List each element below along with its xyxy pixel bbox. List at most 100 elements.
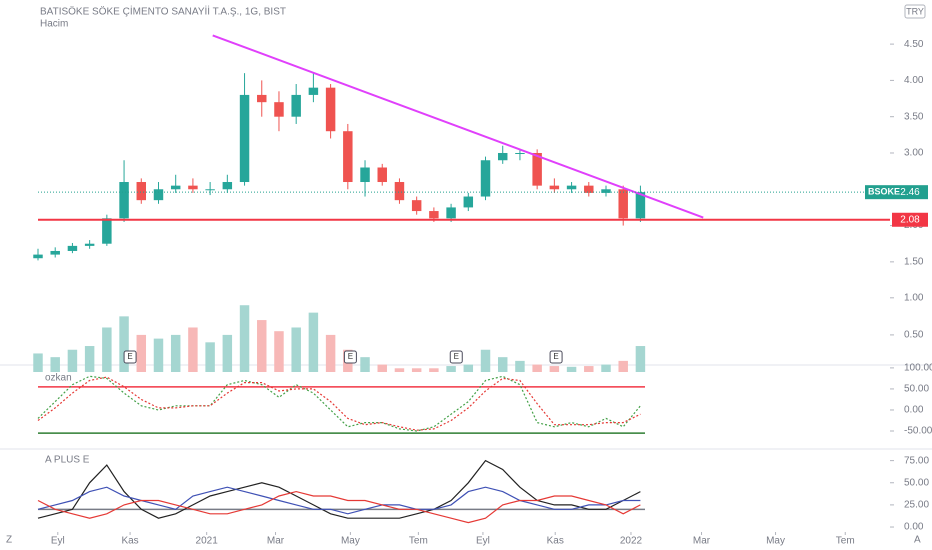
event-marker[interactable] [343,350,357,364]
candle-body [33,254,43,259]
y-tick-label: 4.50 [904,39,924,50]
currency: TRY [906,6,924,16]
volume-bar [170,334,181,372]
candle-body [343,131,353,183]
volume-bar [515,360,525,372]
volume-bar [102,327,112,372]
candle-body [635,192,646,219]
candle-body [394,182,405,201]
volume-title: Hacim [40,19,68,30]
x-tick-label: Kas [121,536,138,547]
volume-bar [119,316,129,372]
event-marker[interactable] [449,350,463,364]
candle-body [119,182,129,219]
candle-body [411,200,422,212]
candle-body [360,167,370,183]
candle-body [429,211,439,219]
y-tick-label: 25.00 [904,500,929,511]
volume-bar [50,357,60,372]
y-tick-label: 100.00 [904,363,932,374]
candle-body [497,152,508,161]
candle-body [446,207,456,219]
candle-body [274,102,284,117]
candle-body [601,189,611,193]
x-tick-label: Kas [547,536,564,547]
volume-bar [411,368,422,372]
volume-bar [446,366,456,372]
x-tick-label: Tem [409,536,428,547]
volume-bar [584,366,594,372]
y-tick-label: 50.00 [904,384,929,395]
symbol-label: BSOKE [868,187,900,197]
x-tick-label: Mar [267,536,285,547]
candle-body [50,250,60,255]
candle-body [584,185,594,193]
volume-bar [377,364,387,372]
event-label: E [454,352,459,361]
volume-bar [463,364,474,372]
candle-body [222,182,233,190]
y-tick-label: 0.50 [904,330,924,341]
y-tick-label: 75.00 [904,455,929,466]
volume-bar [308,312,319,372]
volume-bar [205,342,215,372]
volume-bar [67,349,78,372]
volume-bar [274,331,284,372]
y-tick-label: 50.00 [904,477,929,488]
series-line [37,486,641,515]
candle-body [377,167,387,183]
corner-label: Z [6,535,12,546]
price-tag [865,185,928,200]
volume-bar [618,360,628,372]
volume-bar [153,338,164,372]
candle-body [463,196,474,208]
volume-bar [601,364,611,372]
volume-bar [497,357,508,372]
price-tag [892,212,928,227]
x-tick-label: Eyl [51,536,65,547]
y-tick-label: 3.00 [904,148,924,159]
volume-bar [480,349,491,372]
event-label: E [553,352,558,361]
series-line [37,459,641,519]
candle-body [136,182,147,201]
y-tick-label: 4.00 [904,75,924,86]
y-tick-label: 1.50 [904,256,924,267]
x-tick-label: May [766,536,785,547]
y-tick-label: 3.50 [904,111,924,122]
event-marker[interactable] [123,350,137,364]
x-tick-label: 2022 [620,536,643,547]
volume-bar [566,366,577,372]
candle-body [205,189,215,191]
candle-body [153,189,164,201]
volume-bar [188,327,198,372]
event-marker[interactable] [549,350,563,364]
event-label: E [127,352,132,361]
y-tick-label: 0.00 [904,405,924,416]
x-tick-label: Tem [836,536,855,547]
volume-bar [239,305,250,372]
series-line [37,376,641,431]
candle-body [325,87,336,132]
candle-body [84,243,95,246]
candle-body [618,189,628,219]
panel-title: A PLUS E [45,455,90,466]
volume-bar [257,320,267,372]
volume-bar [429,368,439,372]
candle-body [291,94,301,117]
x-tick-label: 2021 [196,536,219,547]
volume-bar [84,346,95,372]
event-label: E [348,352,353,361]
candle-body [188,185,198,190]
corner-label: A [914,535,921,546]
support-label: 2.08 [900,214,920,225]
candle-body [480,160,491,197]
volume-bar [33,353,43,372]
x-tick-label: Eyl [476,536,490,547]
candle-body [67,245,78,251]
volume-bar [325,334,336,372]
candle-body [566,185,577,190]
volume-bar [291,327,301,372]
candle-body [239,94,250,183]
